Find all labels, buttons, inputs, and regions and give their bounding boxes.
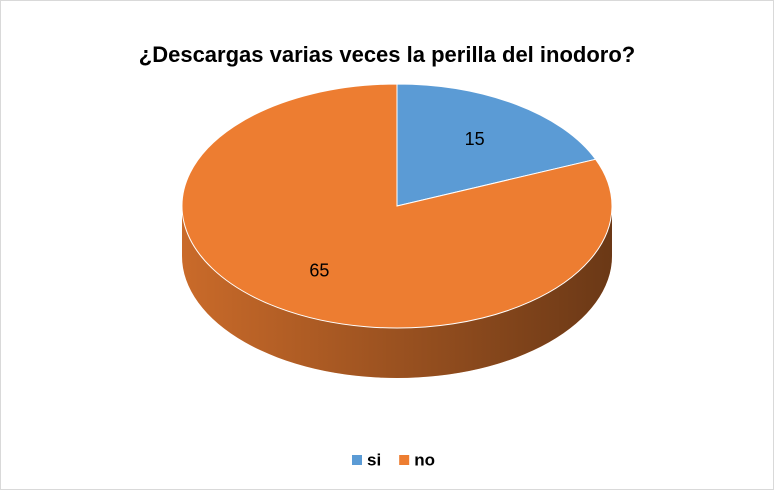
legend-swatch	[399, 455, 410, 465]
legend-label: no	[414, 450, 435, 469]
data-label: 65	[309, 261, 329, 281]
pie-slice	[396, 83, 597, 207]
chart-title: ¿Descargas varias veces la perilla del i…	[139, 42, 635, 67]
legend-swatch	[352, 455, 362, 465]
pie-side-shade	[182, 206, 612, 378]
legend-label: si	[367, 450, 381, 469]
data-label: 15	[465, 129, 485, 149]
pie-slice	[181, 83, 613, 329]
